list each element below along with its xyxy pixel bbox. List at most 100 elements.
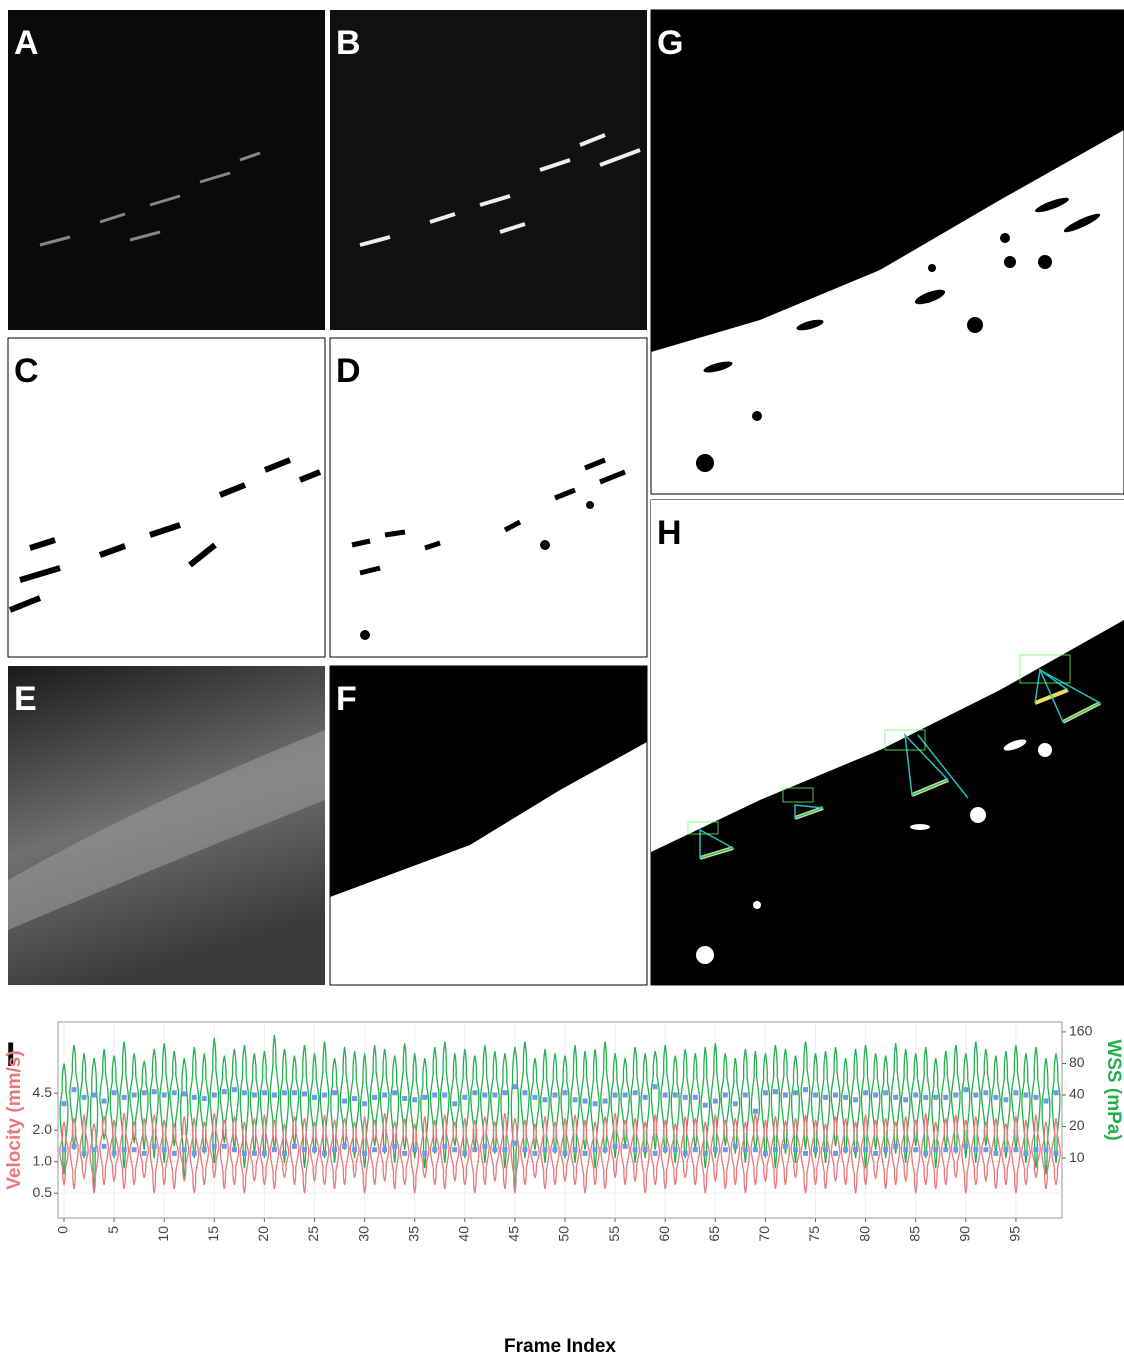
violin bbox=[129, 1053, 140, 1143]
median-point bbox=[472, 1147, 478, 1153]
violin bbox=[970, 1116, 981, 1186]
median-point bbox=[873, 1092, 879, 1098]
violin bbox=[1021, 1053, 1031, 1163]
violin bbox=[520, 1119, 530, 1186]
median-point bbox=[863, 1147, 869, 1153]
median-point bbox=[813, 1092, 819, 1098]
median-point bbox=[702, 1150, 708, 1156]
violin bbox=[319, 1041, 330, 1159]
violin bbox=[810, 1119, 821, 1186]
median-point bbox=[903, 1097, 909, 1103]
median-point bbox=[472, 1090, 478, 1096]
violin bbox=[379, 1048, 390, 1154]
median-point bbox=[622, 1092, 628, 1098]
median-point bbox=[161, 1092, 167, 1098]
panel-label: C bbox=[14, 352, 39, 390]
panel-label: I bbox=[6, 1036, 15, 1074]
violin bbox=[840, 1057, 851, 1154]
median-point bbox=[813, 1147, 819, 1153]
median-point bbox=[111, 1090, 117, 1096]
violin bbox=[369, 1119, 380, 1186]
x-tick-label: 50 bbox=[556, 1226, 572, 1242]
median-point bbox=[923, 1094, 929, 1100]
median-point bbox=[151, 1089, 157, 1095]
median-point bbox=[893, 1143, 899, 1149]
median-point bbox=[462, 1150, 468, 1156]
violin bbox=[961, 1053, 971, 1159]
median-point bbox=[1023, 1092, 1029, 1098]
violin bbox=[499, 1113, 510, 1190]
violin bbox=[579, 1051, 591, 1150]
median-point bbox=[782, 1092, 788, 1098]
median-point bbox=[301, 1091, 307, 1097]
violin bbox=[750, 1113, 761, 1186]
median-point bbox=[532, 1150, 538, 1156]
x-tick-label: 30 bbox=[355, 1226, 371, 1242]
median-point bbox=[652, 1084, 658, 1090]
median-point bbox=[1043, 1098, 1049, 1104]
violin bbox=[500, 1053, 510, 1169]
median-point bbox=[372, 1094, 378, 1100]
violin bbox=[169, 1051, 180, 1147]
violin bbox=[820, 1123, 831, 1190]
median-point bbox=[873, 1150, 879, 1156]
median-point bbox=[322, 1150, 328, 1156]
violin bbox=[580, 1119, 590, 1194]
median-point bbox=[221, 1143, 227, 1149]
violin bbox=[920, 1046, 931, 1159]
violin bbox=[850, 1048, 861, 1159]
violin bbox=[1031, 1114, 1041, 1179]
median-point bbox=[61, 1147, 67, 1153]
violin bbox=[259, 1051, 270, 1159]
median-point bbox=[291, 1090, 297, 1096]
violin bbox=[660, 1119, 671, 1190]
median-point bbox=[903, 1147, 909, 1153]
violin bbox=[680, 1048, 691, 1159]
median-point bbox=[592, 1101, 598, 1107]
median-point bbox=[482, 1092, 488, 1098]
violin bbox=[359, 1053, 370, 1169]
violin bbox=[860, 1044, 871, 1169]
median-point bbox=[71, 1087, 77, 1093]
violin bbox=[550, 1121, 560, 1186]
x-tick-label: 90 bbox=[957, 1226, 973, 1242]
x-tick-label: 15 bbox=[205, 1226, 221, 1242]
violin bbox=[339, 1118, 350, 1186]
median-point bbox=[722, 1147, 728, 1153]
violin bbox=[950, 1114, 961, 1179]
median-point bbox=[702, 1102, 708, 1108]
median-point bbox=[422, 1094, 428, 1100]
violin bbox=[790, 1055, 800, 1163]
violin bbox=[449, 1053, 460, 1147]
median-point bbox=[612, 1143, 618, 1149]
y2-tick-label: 10 bbox=[1069, 1149, 1085, 1165]
violin bbox=[950, 1044, 961, 1154]
median-point bbox=[271, 1147, 277, 1153]
median-point bbox=[201, 1096, 207, 1102]
violin bbox=[1020, 1119, 1031, 1186]
median-point bbox=[672, 1147, 678, 1153]
violin bbox=[560, 1118, 570, 1182]
violin bbox=[79, 1053, 89, 1159]
median-point bbox=[71, 1143, 77, 1149]
violin bbox=[89, 1123, 99, 1194]
violin bbox=[479, 1116, 490, 1186]
violin bbox=[479, 1044, 490, 1163]
violin bbox=[119, 1113, 130, 1190]
violin bbox=[610, 1053, 620, 1159]
median-point bbox=[742, 1147, 748, 1153]
violin bbox=[780, 1119, 791, 1186]
violin bbox=[890, 1121, 901, 1186]
violin bbox=[560, 1055, 570, 1159]
violin bbox=[600, 1041, 611, 1154]
median-point bbox=[492, 1147, 498, 1153]
median-point bbox=[121, 1094, 127, 1100]
y-axis-title: Velocity (mm/s) bbox=[4, 1050, 25, 1189]
violin bbox=[881, 1055, 891, 1159]
y2-tick-label: 160 bbox=[1069, 1023, 1093, 1039]
median-point bbox=[652, 1150, 658, 1156]
median-point bbox=[963, 1087, 969, 1093]
median-point bbox=[592, 1147, 598, 1153]
violin bbox=[940, 1118, 951, 1186]
median-point bbox=[562, 1090, 568, 1096]
